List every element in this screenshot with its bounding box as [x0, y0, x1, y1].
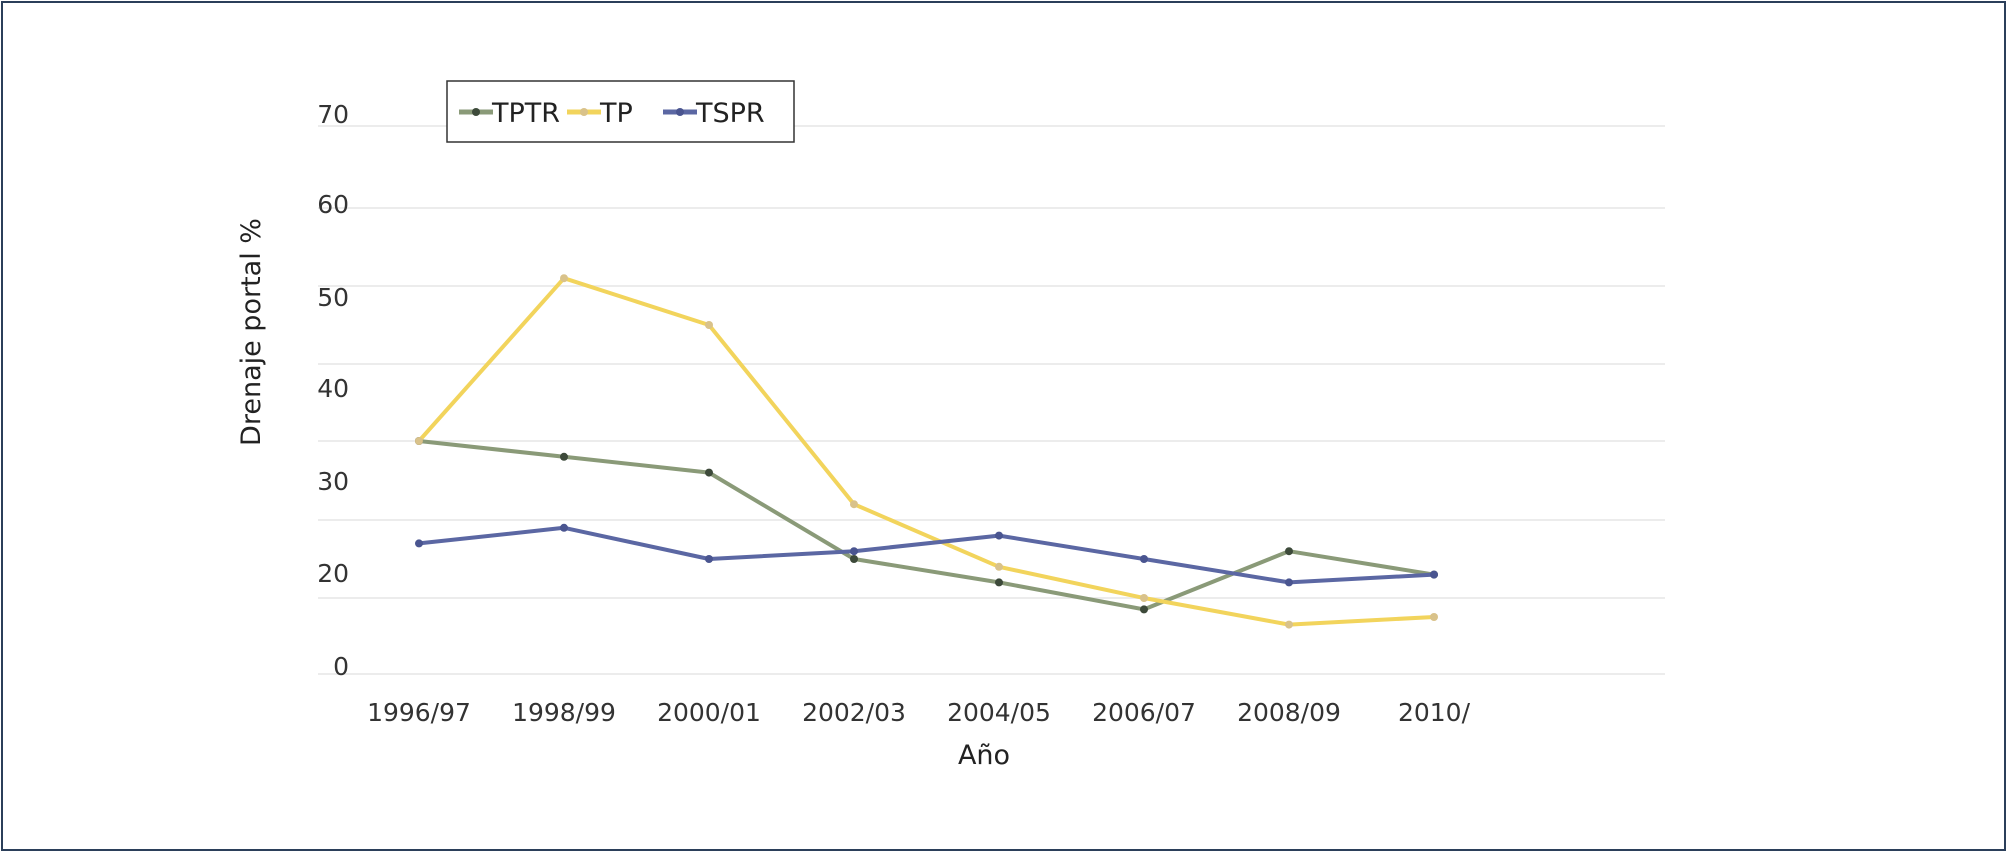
y-tick-label: 20 — [317, 559, 349, 588]
y-tick-label: 40 — [317, 374, 349, 403]
x-axis-label: Año — [958, 740, 1010, 771]
x-tick-label: 2002/03 — [802, 698, 906, 727]
legend-entry-tptr: TPTR — [459, 98, 560, 129]
series-tp — [415, 274, 1438, 629]
data-point — [705, 555, 713, 563]
series-line — [418, 525, 1435, 585]
data-point — [1430, 613, 1438, 621]
series-line — [418, 439, 1435, 612]
legend-entry-tp: TP — [567, 98, 633, 129]
legend: TPTR TP TSPR — [446, 80, 795, 143]
legend-label: TPTR — [491, 98, 560, 129]
legend-marker — [676, 108, 684, 116]
y-axis-label: Drenaje portal % — [236, 218, 267, 446]
y-axis-ticks: 0 20 30 40 50 60 70 — [317, 100, 349, 681]
data-point — [1285, 578, 1293, 587]
y-tick-label: 70 — [317, 100, 349, 129]
y-tick-label: 30 — [317, 467, 349, 496]
data-point — [850, 555, 858, 563]
legend-box — [446, 80, 795, 143]
series-lines — [415, 274, 1438, 629]
legend-entry-tspr: TSPR — [663, 98, 765, 129]
data-point — [1430, 570, 1438, 579]
y-tick-label: 60 — [317, 190, 349, 219]
x-tick-label: 2010/ — [1398, 698, 1471, 727]
series-tptr — [415, 437, 1438, 614]
data-point — [1140, 555, 1148, 563]
data-point — [995, 578, 1003, 587]
x-tick-label: 2000/01 — [657, 698, 761, 727]
data-point — [995, 562, 1003, 571]
data-point — [1140, 594, 1148, 602]
data-point — [705, 468, 713, 477]
data-point — [995, 531, 1003, 540]
x-tick-label: 1998/99 — [512, 698, 616, 727]
x-tick-label: 2008/09 — [1237, 698, 1341, 727]
data-point — [560, 274, 568, 283]
x-tick-label: 2006/07 — [1092, 698, 1196, 727]
x-tick-label: 2004/05 — [947, 698, 1051, 727]
data-point — [1285, 620, 1293, 629]
legend-label: TSPR — [695, 98, 765, 129]
data-point — [850, 500, 858, 509]
data-point — [705, 321, 713, 329]
grid-lines — [318, 125, 1665, 675]
data-point — [560, 452, 568, 461]
x-tick-label: 1996/97 — [367, 698, 471, 727]
y-tick-label: 50 — [317, 283, 349, 312]
series-line — [417, 276, 1435, 627]
data-point — [850, 547, 858, 556]
data-point — [415, 539, 423, 548]
legend-marker — [580, 108, 588, 116]
legend-marker — [472, 108, 480, 116]
y-tick-label: 0 — [333, 652, 349, 681]
data-point — [1140, 605, 1148, 614]
legend-label: TP — [599, 98, 633, 129]
x-axis-ticks: 1996/97 1998/99 2000/01 2002/03 2004/05 2006/… — [367, 698, 1471, 727]
data-point — [415, 437, 423, 445]
series-tspr — [415, 523, 1438, 587]
data-point — [560, 523, 568, 532]
data-point — [1285, 547, 1293, 556]
